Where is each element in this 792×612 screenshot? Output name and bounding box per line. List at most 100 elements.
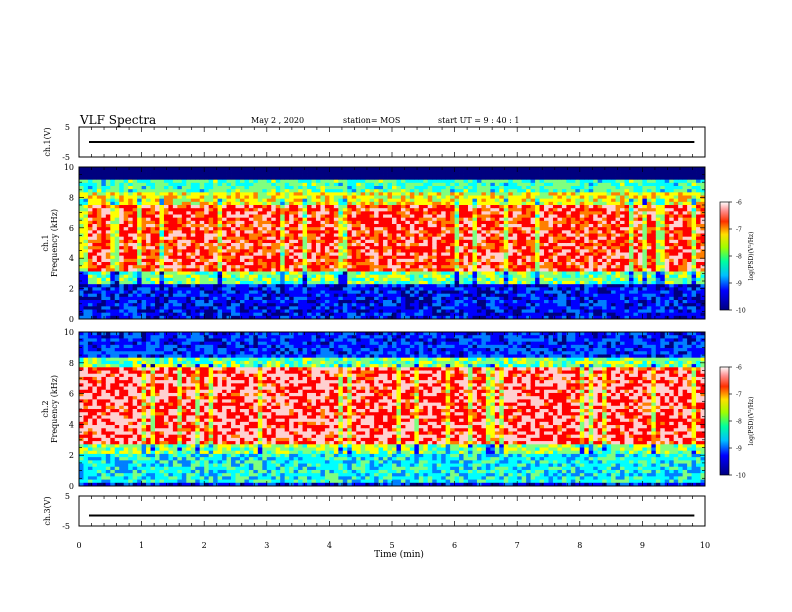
spectrogram-cell [351,186,357,190]
spectrogram-cell [96,312,102,317]
spectrogram-cell [392,281,397,285]
spectrogram-cell [365,246,371,250]
spectrogram-cell [369,281,375,285]
spectrogram-cell [231,290,236,295]
spectrogram-cell [530,233,536,238]
spectrogram-cell [266,255,272,260]
spectrogram-cell [137,236,142,241]
spectrogram-cell [342,293,348,298]
spectrogram-cell [450,284,455,288]
spectrogram-cell [387,281,393,285]
spectrogram-cell [347,306,353,310]
spectrogram-cell [128,246,134,250]
spectrogram-cell [539,246,545,250]
spectrogram-cell [490,224,496,228]
spectrogram-cell [239,205,245,209]
spectrogram-cell [378,227,384,231]
spectrogram-cell [257,246,263,250]
spectrogram-cell [423,192,429,196]
spectrogram-cell [454,303,460,307]
spectrogram-cell [436,179,442,184]
spectrogram-cell [521,173,527,177]
spectrogram-cell [356,230,362,234]
spectrogram-cell [123,306,129,310]
spectrogram-cell [244,227,250,231]
spectrogram-cell [217,192,223,196]
spectrogram-cell [450,287,455,291]
spectrogram-cell [356,290,362,295]
spectrogram-cell [96,217,102,222]
spectrogram-cell [450,195,455,200]
spectrogram-cell [155,208,160,212]
spectrogram-cell [248,208,254,212]
spectrogram-cell [105,170,111,174]
spectrogram-cell [204,208,210,212]
spectrogram-cell [369,303,375,307]
spectrogram-cell [266,309,272,314]
spectrogram-cell [432,217,438,222]
spectrogram-cell [132,167,138,171]
spectrogram-cell [146,208,151,212]
spectrogram-cell [262,186,268,190]
spectrogram-cell [383,249,388,253]
spectrogram-cell [324,303,330,307]
spectrogram-cell [105,230,111,234]
spectrogram-cell [347,312,353,317]
spectrogram-cell [132,262,138,266]
spectrogram-cell [342,303,348,307]
spectrogram-cell [356,236,362,241]
spectrogram-cell [222,281,227,285]
spectrogram-cell [199,217,205,222]
spectrogram-cell [476,192,482,196]
spectrogram-cell [320,284,326,288]
spectrogram-cell [329,176,335,181]
spectrogram-cell [239,179,245,184]
spectrogram-cell [244,271,250,276]
spectrogram-cell [463,220,469,225]
spectrogram-cell [128,211,134,215]
spectrogram-cell [271,258,277,263]
spectrogram-cell [284,189,290,193]
spectrogram-cell [512,224,518,228]
spectrogram-cell [92,173,98,177]
spectrogram-cell [275,189,281,193]
spectrogram-cell [101,195,107,200]
spectrogram-cell [338,284,344,288]
spectrogram-cell [454,243,460,247]
spectrogram-cell [163,230,169,234]
spectrogram-cell [530,230,536,234]
spectrogram-cell [535,236,540,241]
spectrogram-cell [342,268,348,272]
spectrogram-cell [450,227,455,231]
spectrogram-cell [222,179,227,184]
spectrogram-cell [141,167,147,171]
spectrogram-cell [239,255,245,260]
spectrogram-cell [186,198,192,203]
spectrogram-cell [92,233,98,238]
spectrogram-cell [365,268,371,272]
spectrogram-cell [155,262,160,266]
spectrogram-cell [235,233,241,238]
spectrogram-cell [521,179,527,184]
spectrogram-cell [445,167,451,171]
spectrogram-cell [494,265,500,269]
spectrogram-cell [96,243,102,247]
spectrogram-cell [472,252,478,257]
spectrogram-cell [190,201,196,206]
spectrogram-cell [96,236,102,241]
spectrogram-cell [226,243,232,247]
spectrogram-cell [87,217,93,222]
spectrogram-cell [244,255,250,260]
spectrogram-cell [101,205,107,209]
spectrogram-cell [409,201,415,206]
spectrogram-cell [181,173,187,177]
spectrogram-cell [351,287,357,291]
spectrogram-cell [324,192,330,196]
spectrogram-cell [392,170,397,174]
spectrogram-cell [128,179,134,184]
spectrogram-cell [405,252,411,257]
spectrogram-cell [468,239,473,244]
spectrogram-cell [392,230,397,234]
spectrogram-cell [293,255,299,260]
spectrogram-cell [351,284,357,288]
